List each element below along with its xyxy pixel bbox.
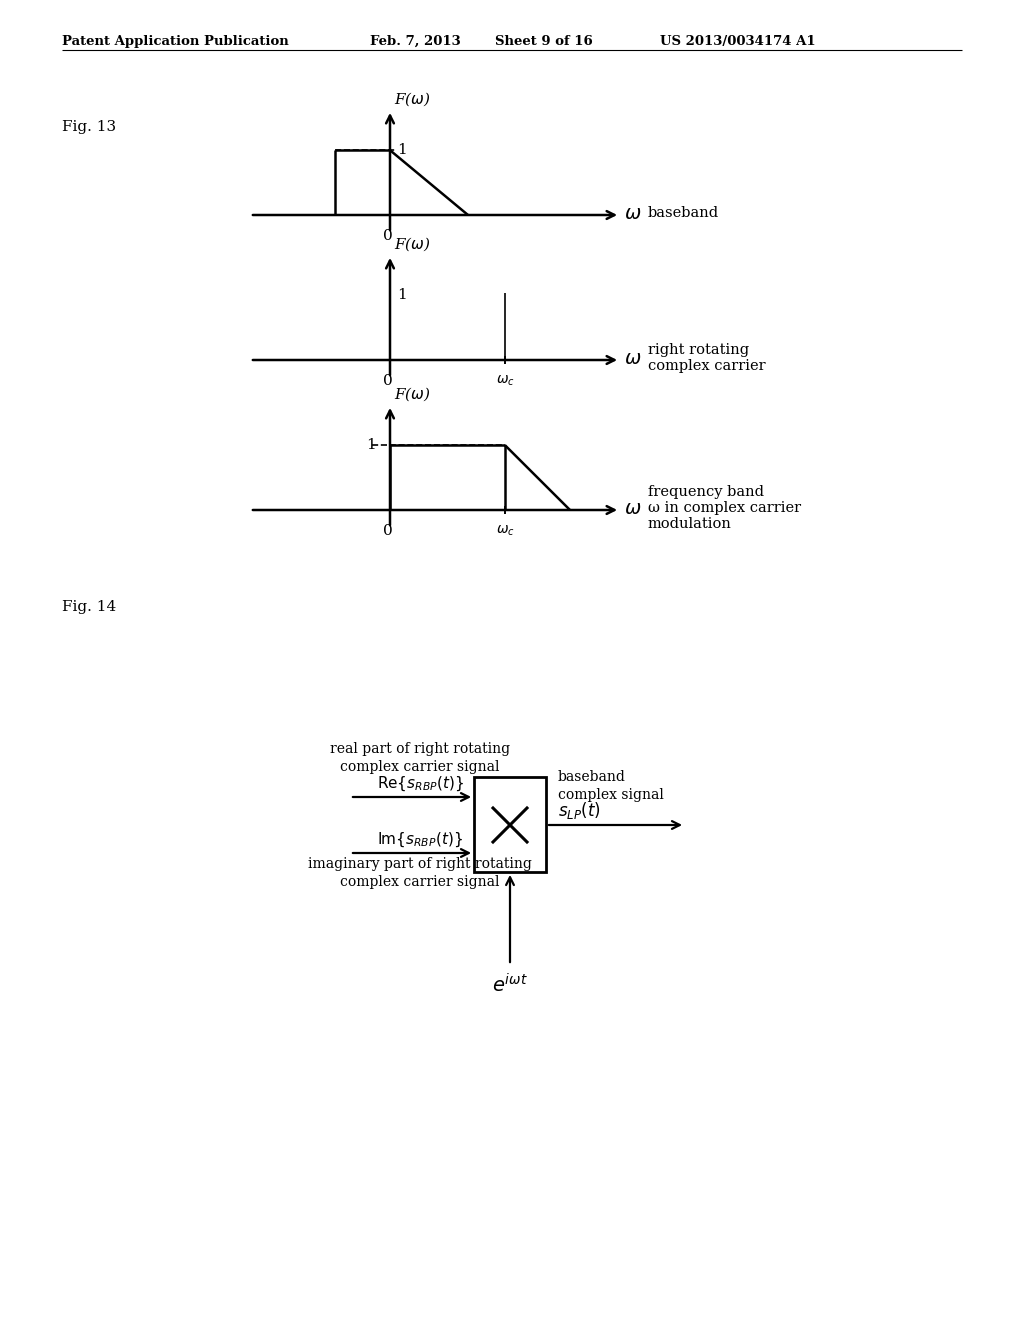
- Text: $\omega$: $\omega$: [624, 500, 641, 517]
- Text: 1: 1: [397, 143, 407, 157]
- Text: $\omega$: $\omega$: [624, 350, 641, 368]
- Text: imaginary part of right rotating
complex carrier signal: imaginary part of right rotating complex…: [308, 857, 531, 890]
- Text: baseband: baseband: [648, 206, 719, 220]
- Text: $\mathrm{Im}\{s_{RBP}(t)\}$: $\mathrm{Im}\{s_{RBP}(t)\}$: [377, 830, 463, 849]
- Text: baseband
complex signal: baseband complex signal: [558, 770, 664, 803]
- Text: $\mathrm{Re}\{s_{RBP}(t)\}$: $\mathrm{Re}\{s_{RBP}(t)\}$: [377, 775, 464, 793]
- Text: frequency band
ω in complex carrier
modulation: frequency band ω in complex carrier modu…: [648, 484, 801, 531]
- Text: Fig. 13: Fig. 13: [62, 120, 116, 135]
- Text: F($\omega$): F($\omega$): [394, 90, 431, 108]
- Bar: [474, 777, 546, 873]
- Text: Feb. 7, 2013: Feb. 7, 2013: [370, 36, 461, 48]
- Text: 0: 0: [383, 228, 393, 243]
- Text: $s_{LP}(t)$: $s_{LP}(t)$: [558, 800, 601, 821]
- Text: $e^{i\omega t}$: $e^{i\omega t}$: [493, 973, 528, 997]
- Text: 0: 0: [383, 374, 393, 388]
- Text: right rotating
complex carrier: right rotating complex carrier: [648, 343, 766, 374]
- Text: $\omega$: $\omega$: [624, 205, 641, 223]
- Text: $\omega_c$: $\omega_c$: [496, 374, 514, 388]
- Text: 1: 1: [367, 438, 376, 453]
- Text: $\omega_c$: $\omega_c$: [496, 524, 514, 539]
- Text: 1: 1: [397, 288, 407, 302]
- Text: Sheet 9 of 16: Sheet 9 of 16: [495, 36, 593, 48]
- Text: real part of right rotating
complex carrier signal: real part of right rotating complex carr…: [330, 742, 510, 775]
- Text: Patent Application Publication: Patent Application Publication: [62, 36, 289, 48]
- Text: 0: 0: [383, 524, 393, 539]
- Text: US 2013/0034174 A1: US 2013/0034174 A1: [660, 36, 816, 48]
- Text: F($\omega$): F($\omega$): [394, 235, 431, 253]
- Text: F($\omega$): F($\omega$): [394, 385, 431, 403]
- Text: Fig. 14: Fig. 14: [62, 601, 117, 614]
